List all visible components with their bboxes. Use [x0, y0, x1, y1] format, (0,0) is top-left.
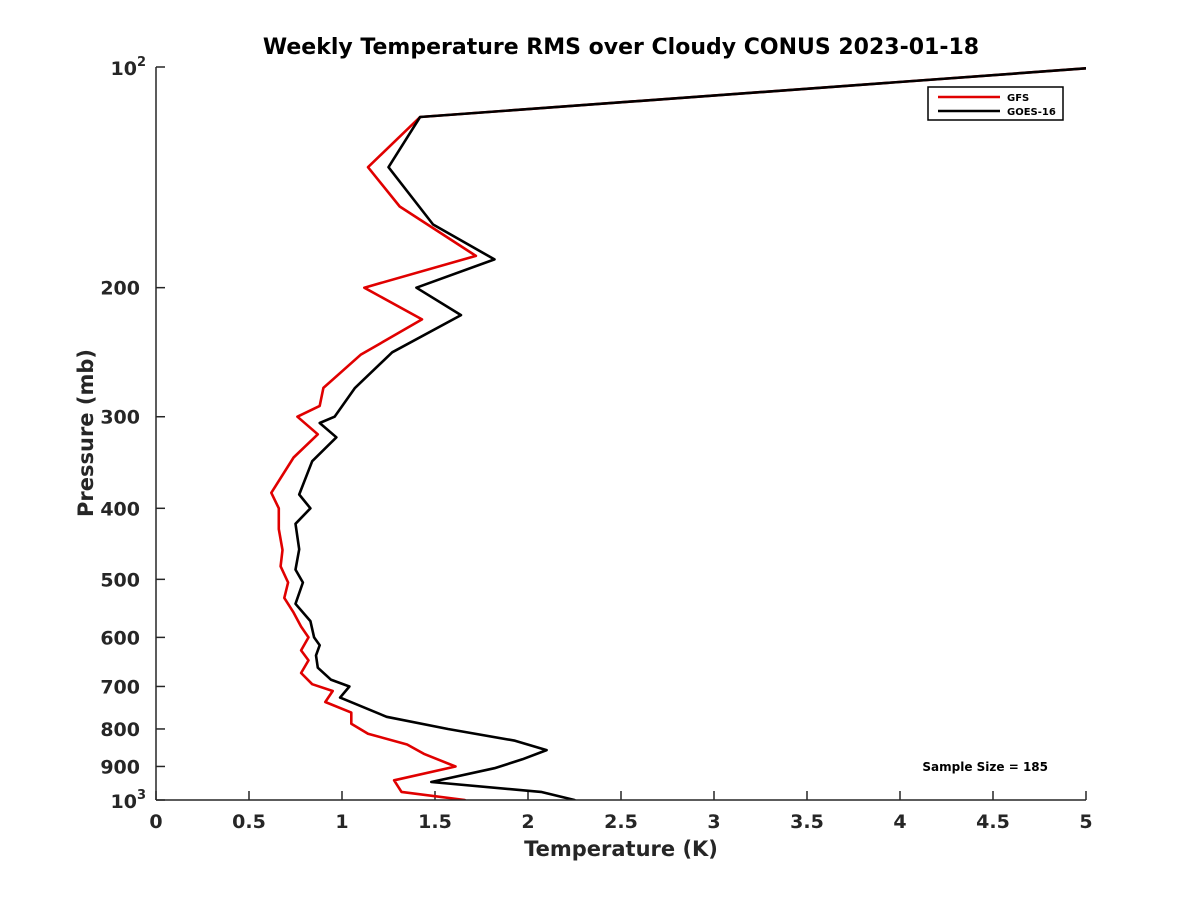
y-power-label: 102	[111, 55, 147, 80]
y-power-base: 10	[111, 58, 137, 80]
series-line-1	[269, 67, 1086, 800]
legend: GFS GOES-16	[927, 86, 1064, 121]
y-tick-label: 900	[100, 756, 140, 778]
x-tick-label: 1	[335, 811, 348, 833]
x-tick-label: 3	[707, 811, 720, 833]
y-tick-label: 600	[100, 627, 140, 649]
x-axis-title: Temperature (K)	[524, 837, 718, 861]
x-tick-label: 1.5	[418, 811, 452, 833]
y-power-label: 103	[111, 788, 147, 813]
legend-label: GOES-16	[1007, 107, 1056, 118]
chart-title: Weekly Temperature RMS over Cloudy CONUS…	[263, 35, 979, 60]
series-layer	[269, 67, 1086, 800]
series-line-2	[294, 67, 1086, 800]
legend-box	[927, 86, 1064, 121]
legend-label: GFS	[1007, 93, 1029, 104]
y-tick-label: 700	[100, 676, 140, 698]
y-tick-label: 800	[100, 719, 140, 741]
x-tick-label: 4	[893, 811, 906, 833]
y-tick-label: 200	[100, 278, 140, 300]
x-tick-label: 4.5	[976, 811, 1010, 833]
y-tick-label: 300	[100, 407, 140, 429]
y-tick-label: 400	[100, 498, 140, 520]
x-tick-label: 3.5	[790, 811, 824, 833]
sample-size-annotation: Sample Size = 185	[922, 760, 1048, 774]
y-power-exponent: 2	[137, 55, 146, 70]
x-tick-label: 0	[149, 811, 162, 833]
legend-items: GFS GOES-16	[938, 93, 1056, 118]
x-tick-label: 2	[521, 811, 534, 833]
x-tick-label: 0.5	[232, 811, 266, 833]
x-tick-label: 5	[1079, 811, 1092, 833]
x-tick-label: 2.5	[604, 811, 638, 833]
y-power-base: 10	[111, 791, 137, 813]
y-power-exponent: 3	[137, 788, 146, 803]
x-axis-ticks: 0 0.5 1 1.5 2 2.5 3 3.5 4 4.5 5	[149, 791, 1093, 833]
y-axis-title: Pressure (mb)	[74, 349, 98, 517]
y-tick-label: 500	[100, 569, 140, 591]
